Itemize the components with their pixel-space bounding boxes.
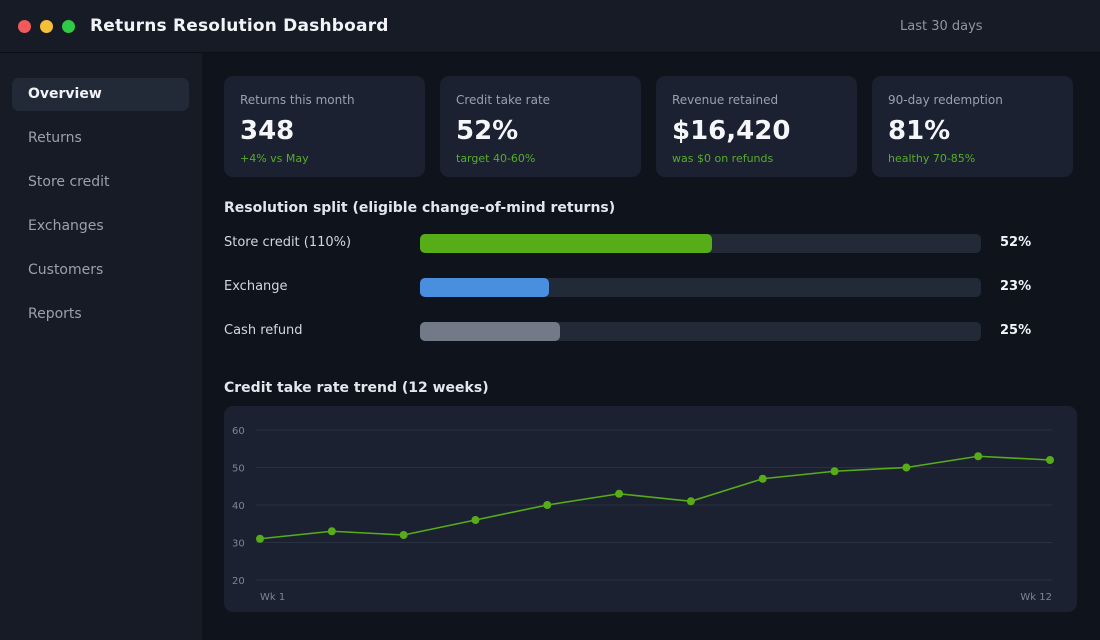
kpi-value: 348	[240, 116, 295, 146]
y-tick-label: 50	[232, 464, 245, 475]
kpi-subtext: target 40-60%	[456, 152, 536, 165]
kpi-subtext: was $0 on refunds	[672, 152, 774, 165]
kpi-subtext: +4% vs May	[240, 152, 309, 165]
split-bar-track	[420, 234, 981, 253]
kpi-label: Returns this month	[240, 93, 355, 107]
kpi-label: Credit take rate	[456, 93, 551, 107]
split-bar-fill-store-credit	[420, 234, 712, 253]
data-point[interactable]	[543, 501, 552, 509]
kpi-value: 81%	[888, 116, 951, 146]
split-label-store-credit: Store credit (110%)	[224, 235, 352, 250]
data-point[interactable]	[1046, 456, 1054, 464]
kpi-label: 90-day redemption	[888, 93, 1003, 107]
sidebar: Overview Returns Store credit Exchanges …	[0, 53, 202, 640]
data-point[interactable]	[399, 531, 408, 539]
kpi-card-returns: Returns this month 348 +4% vs May	[224, 76, 425, 177]
data-point[interactable]	[758, 474, 767, 483]
kpi-subtext: healthy 70-85%	[888, 152, 976, 165]
data-point[interactable]	[686, 497, 695, 506]
series-line	[259, 455, 1051, 540]
title-bar: Returns Resolution Dashboard Last 30 day…	[0, 0, 1100, 53]
split-bar-track	[420, 278, 981, 297]
kpi-card-credit-take-rate: Credit take rate 52% target 40-60%	[440, 76, 641, 177]
split-bar-fill-cash-refund	[420, 322, 561, 341]
kpi-value: 52%	[456, 116, 519, 146]
close-window-button[interactable]	[18, 20, 31, 33]
sidebar-item-returns[interactable]: Returns	[28, 130, 82, 146]
trend-chart: 20 30 40 50 60 Wk 1 Wk 12	[232, 426, 1054, 603]
data-point[interactable]	[830, 467, 839, 476]
split-bar-track	[420, 322, 981, 341]
data-point[interactable]	[256, 534, 264, 543]
split-label-exchange: Exchange	[224, 279, 288, 294]
minimize-window-button[interactable]	[40, 20, 53, 33]
maximize-window-button[interactable]	[62, 20, 75, 33]
y-tick-label: 30	[232, 539, 245, 550]
y-tick-label: 40	[232, 501, 245, 512]
date-range-selector[interactable]: Last 30 days	[900, 19, 983, 34]
kpi-card-revenue-retained: Revenue retained $16,420 was $0 on refun…	[656, 76, 857, 177]
sidebar-item-overview[interactable]: Overview	[12, 78, 189, 111]
kpi-card-redemption: 90-day redemption 81% healthy 70-85%	[872, 76, 1073, 177]
data-point[interactable]	[471, 516, 480, 524]
data-point[interactable]	[327, 527, 336, 536]
x-tick-label: Wk 12	[1020, 592, 1052, 603]
data-point[interactable]	[902, 463, 911, 472]
kpi-label: Revenue retained	[672, 93, 779, 107]
data-point[interactable]	[615, 489, 624, 498]
trend-chart-title: Credit take rate trend (12 weeks)	[224, 380, 489, 396]
sidebar-item-customers[interactable]: Customers	[28, 262, 104, 278]
y-tick-label: 20	[232, 576, 245, 587]
resolution-split-title: Resolution split (eligible change-of-min…	[224, 200, 616, 216]
split-pct-store-credit: 52%	[1000, 235, 1032, 250]
sidebar-item-reports[interactable]: Reports	[28, 306, 82, 322]
data-point[interactable]	[974, 452, 983, 461]
sidebar-item-store-credit[interactable]: Store credit	[28, 174, 110, 190]
split-label-cash-refund: Cash refund	[224, 323, 303, 338]
sidebar-item-exchanges[interactable]: Exchanges	[28, 218, 104, 234]
app-title: Returns Resolution Dashboard	[90, 16, 389, 36]
split-pct-exchange: 23%	[1000, 279, 1032, 294]
split-bar-fill-exchange	[420, 278, 550, 297]
x-tick-label: Wk 1	[260, 592, 285, 603]
y-tick-label: 60	[232, 426, 245, 437]
trend-chart-panel: 20 30 40 50 60 Wk 1 Wk 12	[224, 406, 1077, 612]
kpi-value: $16,420	[672, 116, 791, 146]
split-pct-cash-refund: 25%	[1000, 323, 1032, 338]
